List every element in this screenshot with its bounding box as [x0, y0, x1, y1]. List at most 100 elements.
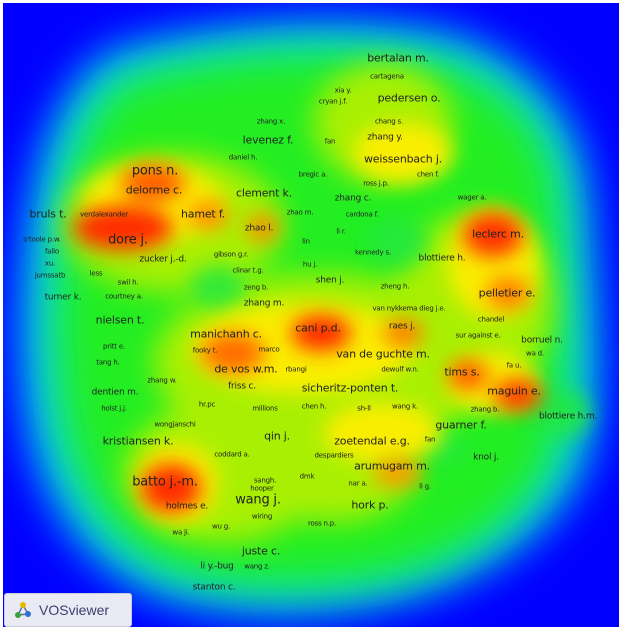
node-label[interactable]: wager a.	[457, 193, 487, 202]
node-label[interactable]: borruel n.	[521, 335, 563, 346]
node-label[interactable]: blottiere h.m.	[538, 411, 598, 422]
node-label[interactable]: pritt e.	[103, 342, 125, 351]
node-label[interactable]: hamet f.	[181, 207, 225, 221]
node-label[interactable]: wang z.	[244, 562, 270, 571]
node-label[interactable]: blottiere h.	[418, 253, 466, 264]
node-label[interactable]: ross j.p.	[363, 179, 389, 188]
node-label[interactable]: fan	[424, 435, 436, 444]
node-label[interactable]: bregic a.	[298, 170, 328, 179]
node-label[interactable]: jumssatb	[34, 271, 66, 280]
node-label[interactable]: wongjanschi	[154, 420, 196, 429]
node-label[interactable]: xia y.	[334, 86, 352, 95]
node-label[interactable]: zucker j.-d.	[139, 254, 187, 265]
node-label[interactable]: nar a.	[348, 479, 368, 488]
node-label[interactable]: li g.	[419, 482, 431, 491]
node-label[interactable]: dentien m.	[91, 387, 139, 398]
node-label[interactable]: millions	[252, 404, 278, 413]
node-label[interactable]: van nykkema dieg j.e.	[372, 304, 446, 313]
node-label[interactable]: delorme c.	[125, 183, 183, 197]
node-label[interactable]: less	[89, 269, 103, 278]
node-label[interactable]: knol j.	[473, 452, 499, 463]
node-label[interactable]: hork p.	[351, 498, 389, 512]
node-label[interactable]: holst j.j.	[101, 404, 127, 413]
node-label[interactable]: zhao l.	[244, 223, 274, 234]
node-label[interactable]: shen j.	[315, 275, 345, 286]
node-label[interactable]: kennedy s.	[355, 248, 391, 257]
node-label[interactable]: xu.	[44, 259, 56, 268]
node-label[interactable]: wu g.	[211, 522, 231, 531]
node-label[interactable]: raes j.	[388, 321, 416, 332]
node-label[interactable]: dewulf w.n.	[381, 365, 419, 374]
node-label[interactable]: swil h.	[117, 278, 139, 287]
node-label[interactable]: qin j.	[264, 429, 290, 443]
node-label[interactable]: weissenbach j.	[363, 152, 443, 166]
node-label[interactable]: cani p.d.	[295, 321, 341, 335]
node-label[interactable]: wa ji.	[172, 528, 190, 537]
node-label[interactable]: tang h.	[96, 358, 120, 367]
node-label[interactable]: zhao m.	[286, 208, 314, 217]
density-map[interactable]: bertalan m. cartagena xia y. cryan j.f. pede…	[3, 3, 619, 627]
node-label[interactable]: zhang c.	[334, 193, 372, 204]
node-label[interactable]: wang j.	[235, 492, 281, 508]
node-label[interactable]: de vos w.m.	[214, 362, 278, 376]
node-label[interactable]: maguin e.	[487, 384, 541, 398]
node-label[interactable]: fan	[324, 137, 336, 146]
node-label[interactable]: tims s.	[444, 365, 480, 379]
node-label[interactable]: zheng h.	[380, 282, 410, 291]
node-label[interactable]: van de guchte m.	[336, 347, 430, 361]
node-label[interactable]: sh-ll	[357, 404, 371, 413]
node-label[interactable]: clinar t.g.	[232, 266, 264, 275]
node-label[interactable]: ross n.p.	[307, 519, 337, 528]
node-label[interactable]: zhang w.	[147, 376, 177, 385]
node-label[interactable]: leclerc m.	[472, 227, 524, 241]
node-label[interactable]: daniel h.	[228, 153, 258, 162]
node-label[interactable]: verdalexander	[80, 210, 128, 219]
node-label[interactable]: arumugam m.	[354, 459, 430, 473]
node-label[interactable]: guarner f.	[435, 418, 487, 432]
node-label[interactable]: hr.pc	[198, 400, 216, 409]
node-label[interactable]: bertalan m.	[367, 51, 429, 65]
node-label[interactable]: dore j.	[108, 232, 148, 248]
node-label[interactable]: clement k.	[235, 186, 293, 200]
node-label[interactable]: zhang x.	[256, 117, 286, 126]
node-label[interactable]: chen f.	[416, 170, 440, 179]
node-label[interactable]: o'toole p.w.	[23, 235, 61, 244]
node-label[interactable]: cardona f.	[345, 210, 379, 219]
node-label[interactable]: fa u.	[506, 361, 522, 370]
node-label[interactable]: turner k.	[44, 292, 82, 303]
node-label[interactable]: bruls t.	[29, 207, 67, 221]
node-label[interactable]: wang k.	[392, 402, 418, 411]
node-label[interactable]: chen h.	[301, 402, 327, 411]
node-label[interactable]: manichanh c.	[190, 327, 262, 341]
node-label[interactable]: lin	[302, 237, 310, 246]
node-label[interactable]: kristiansen k.	[102, 434, 174, 448]
node-label[interactable]: chandel	[477, 315, 505, 324]
node-label[interactable]: li r.	[336, 227, 346, 236]
node-label[interactable]: zeng b.	[243, 283, 269, 292]
node-label[interactable]: cryan j.f.	[318, 97, 348, 106]
node-label[interactable]: zoetendal e.g.	[334, 434, 410, 448]
node-label[interactable]: batto j.-m.	[132, 474, 198, 490]
node-label[interactable]: wa d.	[526, 349, 544, 358]
node-label[interactable]: rbangi	[285, 365, 307, 374]
node-label[interactable]: pedersen o.	[377, 91, 441, 105]
node-label[interactable]: stanton c.	[192, 582, 236, 593]
node-label[interactable]: despardiers	[314, 451, 354, 460]
node-label[interactable]: zhang b.	[470, 405, 500, 414]
node-label[interactable]: juste c.	[241, 544, 281, 558]
node-label[interactable]: zhang y.	[367, 132, 403, 143]
node-label[interactable]: dmk	[299, 472, 315, 481]
node-label[interactable]: levenez f.	[242, 133, 294, 147]
node-label[interactable]: sicheritz-ponten t.	[301, 381, 399, 395]
node-label[interactable]: fallo	[45, 247, 59, 256]
node-label[interactable]: hooper	[250, 484, 274, 493]
node-label[interactable]: hu j.	[302, 260, 318, 269]
node-label[interactable]: coddard a.	[214, 450, 250, 459]
node-label[interactable]: gibson g.r.	[213, 250, 249, 259]
node-label[interactable]: fooky t.	[192, 346, 218, 355]
node-label[interactable]: pelletier e.	[478, 286, 536, 300]
node-label[interactable]: chang s.	[375, 117, 403, 126]
node-label[interactable]: cartagena	[370, 72, 404, 81]
node-label[interactable]: li y.-bug	[200, 561, 234, 572]
node-label[interactable]: friss c.	[228, 381, 256, 392]
